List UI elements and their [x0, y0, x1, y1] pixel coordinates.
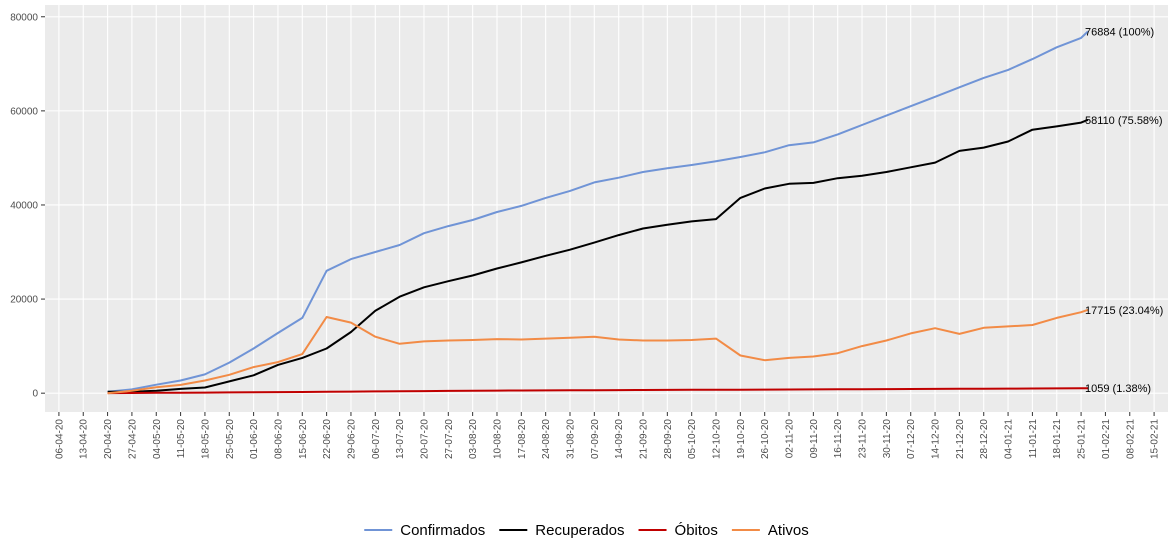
grid — [45, 5, 1168, 412]
x-tick-label: 18-01-21 — [1052, 419, 1063, 459]
y-tick-label: 0 — [32, 389, 38, 400]
series-line — [107, 118, 1089, 393]
legend-label: Recuperados — [535, 522, 624, 539]
x-tick-label: 31-08-20 — [565, 419, 576, 459]
end-label: 76884 (100%) — [1085, 26, 1154, 38]
x-tick-label: 10-08-20 — [492, 419, 503, 459]
legend-item: Confirmados — [364, 522, 485, 539]
x-tick-label: 08-02-21 — [1125, 419, 1136, 459]
legend-item: Óbitos — [638, 522, 718, 539]
x-tick-label: 06-04-20 — [54, 419, 65, 459]
legend-item: Recuperados — [499, 522, 625, 539]
series-line — [107, 308, 1089, 395]
panel — [45, 5, 1168, 412]
x-tick-label: 14-09-20 — [614, 419, 625, 459]
x-tick-label: 25-05-20 — [225, 419, 236, 459]
x-tick-label: 15-06-20 — [298, 419, 309, 459]
x-tick-label: 05-10-20 — [687, 419, 698, 459]
x-tick-label: 01-02-21 — [1101, 419, 1112, 459]
x-tick-label: 01-06-20 — [249, 419, 260, 459]
end-label: 1059 (1.38%) — [1085, 383, 1151, 395]
x-tick-label: 26-10-20 — [760, 419, 771, 459]
legend-item: Ativos — [731, 522, 809, 539]
x-tick-label: 08-06-20 — [273, 419, 284, 459]
x-tick-label: 13-07-20 — [395, 419, 406, 459]
x-tick-label: 04-01-21 — [1004, 419, 1015, 459]
x-tick-label: 12-10-20 — [712, 419, 723, 459]
x-tick-label: 23-11-20 — [858, 419, 869, 459]
x-tick-label: 11-01-21 — [1028, 419, 1039, 459]
x-tick-label: 19-10-20 — [736, 419, 747, 459]
series-line — [107, 30, 1089, 393]
x-tick-label: 17-08-20 — [517, 419, 528, 459]
x-tick-label: 04-05-20 — [152, 419, 163, 459]
legend: Confirmados Recuperados Óbitos Ativos — [364, 522, 809, 539]
x-tick-label: 21-12-20 — [955, 419, 966, 459]
y-tick-label: 20000 — [10, 295, 38, 306]
legend-label: Confirmados — [400, 522, 485, 539]
x-tick-label: 27-07-20 — [444, 419, 455, 459]
x-tick-label: 03-08-20 — [468, 419, 479, 459]
x-tick-label: 22-06-20 — [322, 419, 333, 459]
x-tick-label: 13-04-20 — [79, 419, 90, 459]
x-tick-label: 20-04-20 — [103, 419, 114, 459]
legend-label: Ativos — [768, 522, 809, 539]
x-tick-label: 29-06-20 — [346, 419, 357, 459]
x-tick-label: 18-05-20 — [200, 419, 211, 459]
x-tick-label: 27-04-20 — [127, 419, 138, 459]
x-tick-label: 07-12-20 — [906, 419, 917, 459]
x-tick-label: 28-12-20 — [979, 419, 990, 459]
x-tick-label: 16-11-20 — [833, 419, 844, 459]
end-label: 17715 (23.04%) — [1085, 305, 1163, 317]
x-tick-label: 15-02-21 — [1150, 419, 1161, 459]
axes: 0 20000 40000 60000 80000 06-04-20 13-04-20 20-… — [10, 12, 1160, 459]
lines: 76884 (100%) 58110 (75.58%) 1059 (1.38%) 17… — [107, 26, 1163, 395]
x-tick-label: 11-05-20 — [176, 419, 187, 459]
end-label: 58110 (75.58%) — [1085, 115, 1162, 127]
legend-label: Óbitos — [675, 522, 718, 539]
y-tick-label: 40000 — [10, 200, 38, 211]
x-tick-label: 25-01-21 — [1077, 419, 1088, 459]
x-tick-label: 20-07-20 — [419, 419, 430, 459]
x-tick-label: 07-09-20 — [590, 419, 601, 459]
y-tick-label: 80000 — [10, 12, 38, 23]
x-tick-label: 09-11-20 — [809, 419, 820, 459]
series-line — [107, 387, 1089, 395]
x-tick-label: 30-11-20 — [882, 419, 893, 459]
x-tick-label: 06-07-20 — [371, 419, 382, 459]
y-tick-label: 60000 — [10, 106, 38, 117]
x-tick-label: 28-09-20 — [663, 419, 674, 459]
x-tick-label: 21-09-20 — [639, 419, 650, 459]
x-tick-label: 02-11-20 — [785, 419, 796, 459]
x-tick-label: 14-12-20 — [931, 419, 942, 459]
x-tick-label: 24-08-20 — [541, 419, 552, 459]
